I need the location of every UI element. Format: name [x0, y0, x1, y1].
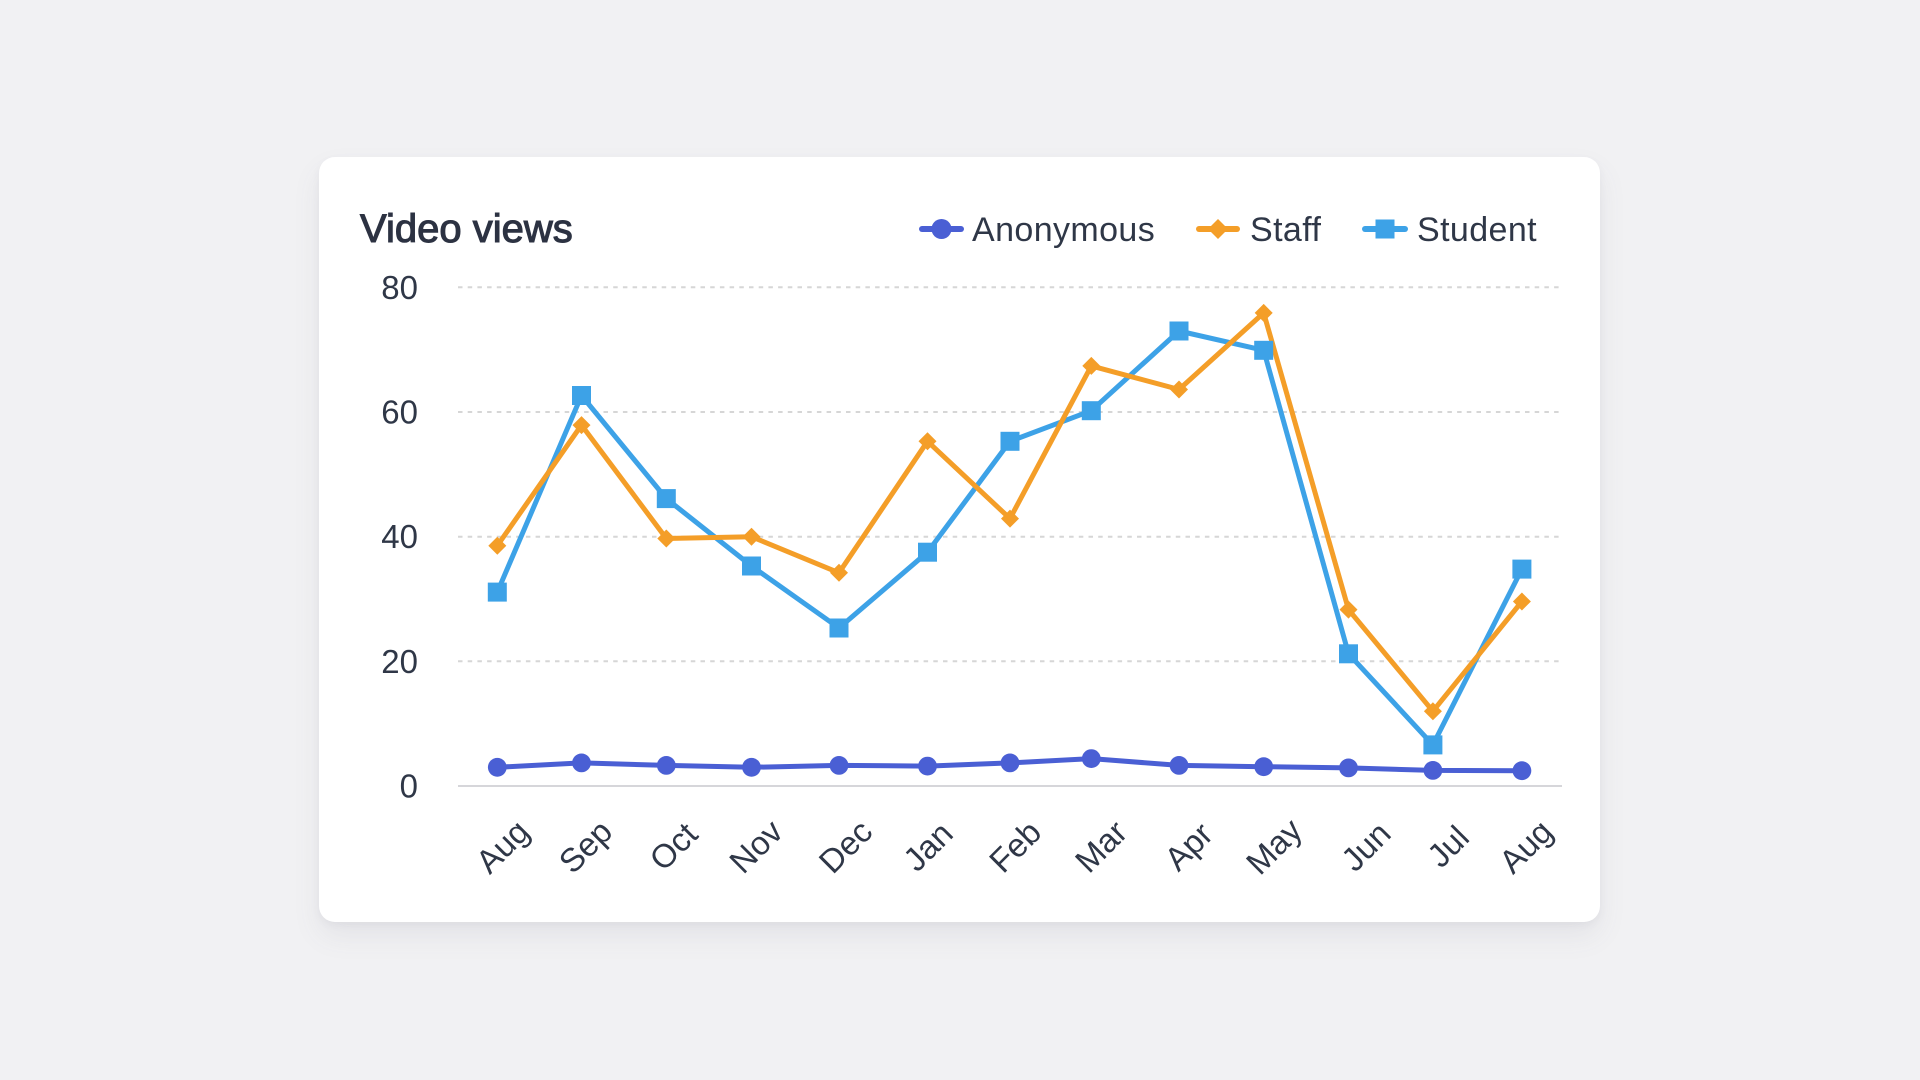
svg-text:40: 40: [381, 518, 418, 555]
svg-text:Oct: Oct: [642, 815, 704, 877]
svg-text:Video views: Video views: [360, 207, 573, 251]
svg-text:Aug: Aug: [469, 813, 537, 881]
svg-text:Apr: Apr: [1157, 815, 1219, 877]
svg-text:Feb: Feb: [982, 813, 1048, 879]
svg-text:Jul: Jul: [1420, 818, 1476, 874]
svg-text:May: May: [1239, 811, 1310, 882]
svg-text:Jan: Jan: [896, 814, 960, 878]
svg-text:Dec: Dec: [812, 813, 880, 881]
svg-text:Anonymous: Anonymous: [972, 211, 1155, 249]
svg-text:Sep: Sep: [552, 813, 620, 881]
svg-text:80: 80: [381, 269, 418, 306]
svg-text:Staff: Staff: [1250, 211, 1321, 249]
svg-text:Mar: Mar: [1068, 813, 1134, 879]
svg-text:20: 20: [381, 643, 418, 680]
svg-text:Aug: Aug: [1492, 813, 1560, 881]
svg-text:0: 0: [400, 768, 418, 805]
svg-text:Student: Student: [1417, 211, 1537, 249]
svg-text:60: 60: [381, 394, 418, 431]
svg-text:Nov: Nov: [722, 812, 790, 880]
svg-text:Jun: Jun: [1334, 814, 1398, 878]
